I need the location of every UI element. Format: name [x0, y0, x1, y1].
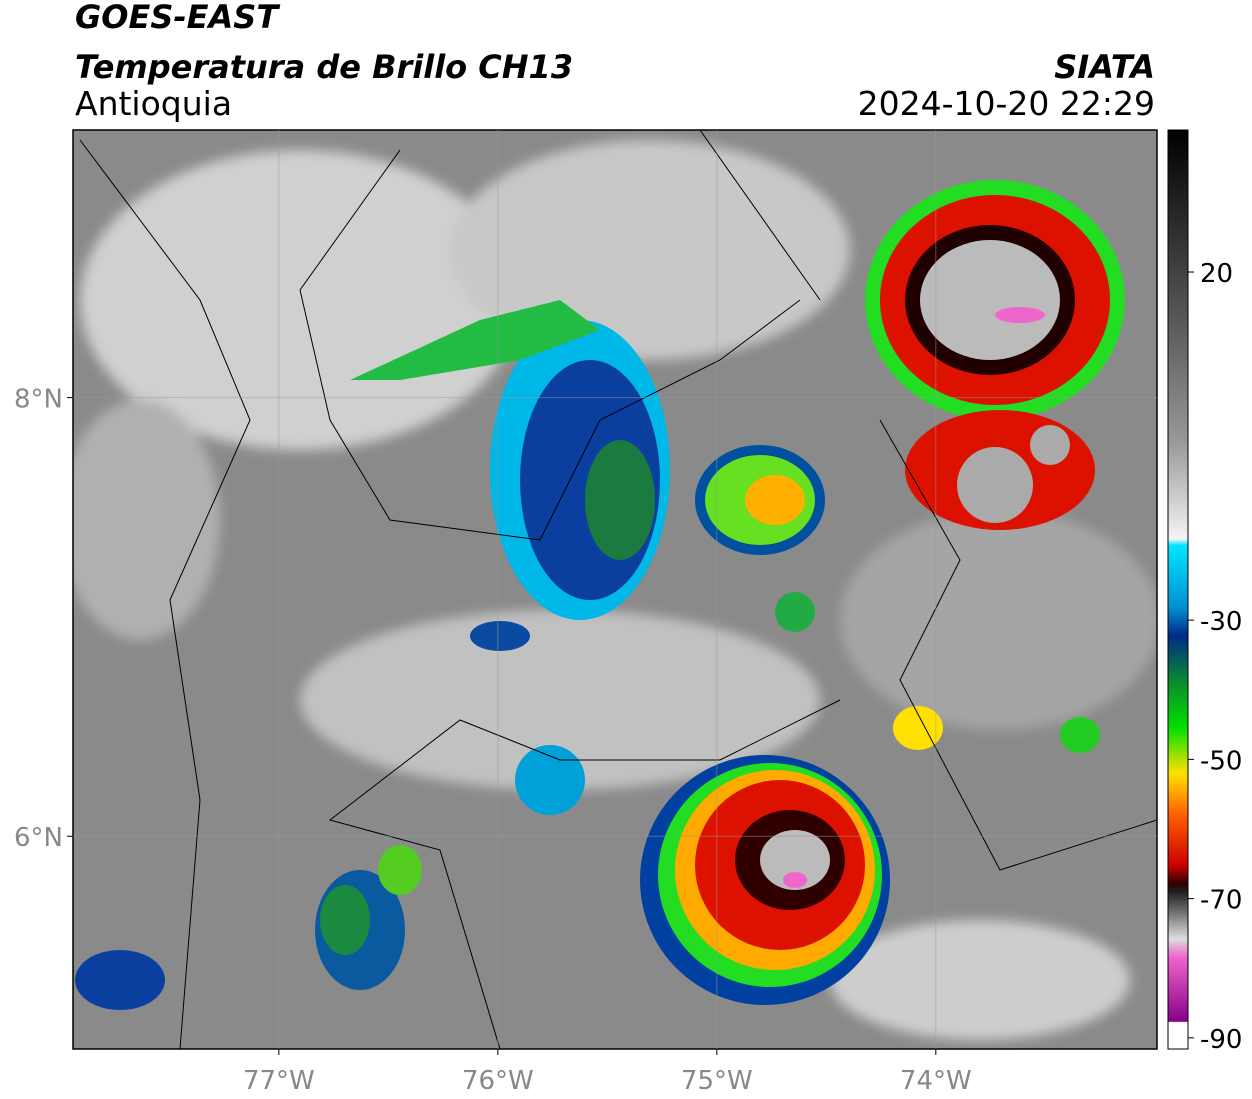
- y-tick-label: 8°N: [14, 385, 63, 415]
- x-tick-label: 77°W: [243, 1066, 315, 1096]
- product: Temperatura de Brillo CH13: [75, 48, 573, 86]
- x-tick-label: 75°W: [681, 1066, 753, 1096]
- x-tick-label: 74°W: [900, 1066, 972, 1096]
- colorbar-tick-label: -90: [1200, 1025, 1242, 1055]
- imagery: [73, 130, 1157, 1049]
- map-frame: [72, 129, 1158, 1050]
- satellite: GOES-EAST: [75, 0, 280, 36]
- source: SIATA: [1054, 48, 1155, 86]
- x-tick-label: 76°W: [462, 1066, 534, 1096]
- colorbar-tick-label: 20: [1200, 259, 1233, 289]
- colorbar-tick-label: -70: [1200, 886, 1242, 916]
- colorbar-tick-label: -50: [1200, 746, 1242, 776]
- datetime: 2024-10-20 22:29: [858, 84, 1155, 123]
- colorbar-tick-label: -30: [1200, 607, 1242, 637]
- region: Antioquia: [75, 84, 232, 123]
- y-tick-label: 6°N: [14, 823, 63, 853]
- colorbar: [1167, 129, 1189, 1050]
